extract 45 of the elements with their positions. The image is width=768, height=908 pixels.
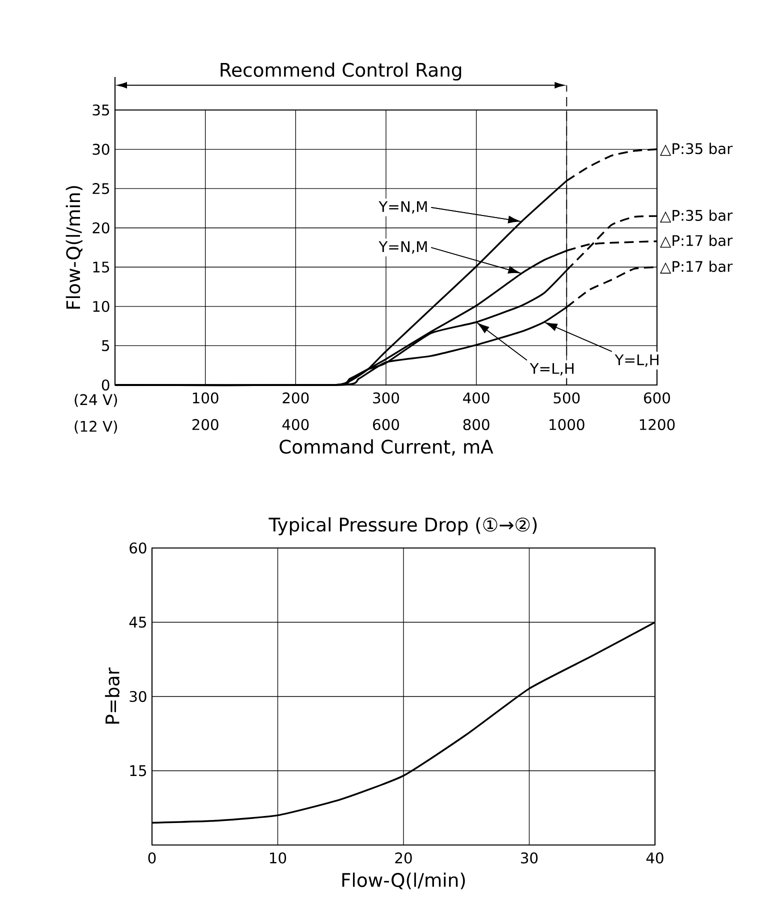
- annotation: Y=N,M: [378, 241, 427, 254]
- x-axis-title: Command Current, mA: [280, 439, 494, 456]
- x-tick-label: 0: [148, 852, 156, 864]
- y-tick-label: 0: [102, 379, 110, 391]
- series-label: △P:17 bar: [660, 234, 733, 248]
- x-tick-label: 10: [270, 852, 286, 864]
- y-tick-label: 5: [102, 340, 110, 352]
- series-label: △P:35 bar: [660, 142, 733, 156]
- x-tick-label: 30: [521, 852, 538, 864]
- x-tick-label: 200: [282, 392, 309, 404]
- series-label: △P:17 bar: [660, 260, 733, 274]
- x-tick-label: 500: [554, 392, 580, 404]
- text: (24 V): [74, 394, 117, 407]
- y-axis-title: Flow-Q(l/min): [66, 186, 82, 309]
- y-axis-title: P=bar: [105, 668, 120, 724]
- y-tick-label: 45: [129, 616, 146, 628]
- annotation: Y=L,H: [614, 354, 658, 367]
- y-tick-label: 10: [93, 300, 110, 312]
- x2-tick-label: 400: [282, 419, 309, 430]
- y-tick-label: 60: [130, 542, 146, 554]
- y-tick-label: 35: [92, 104, 110, 116]
- x2-tick-label: 200: [192, 419, 218, 430]
- y-tick-label: 20: [92, 222, 110, 234]
- text: Recommend Control Rang: [220, 62, 462, 81]
- annotation: Y=N,M: [378, 201, 427, 214]
- x-axis-title: Flow-Q(l/min): [342, 872, 465, 890]
- x-tick-label: 300: [373, 392, 399, 404]
- chart-title: Typical Pressure Drop (①→②): [268, 517, 537, 536]
- x-tick-label: 600: [644, 392, 670, 404]
- annotation: Y=L,H: [530, 363, 574, 376]
- y-tick-label: 30: [92, 144, 110, 155]
- y-tick-label: 15: [130, 765, 146, 776]
- x2-tick-label: 800: [463, 419, 490, 430]
- x-tick-label: 400: [463, 392, 490, 404]
- y-tick-label: 25: [92, 183, 110, 194]
- x2-tick-label: 1200: [640, 419, 675, 430]
- series-label: △P:35 bar: [660, 210, 733, 223]
- y-tick-label: 15: [93, 262, 110, 273]
- y-tick-label: 30: [130, 690, 146, 702]
- text: (12 V): [74, 420, 117, 434]
- x-tick-label: 20: [395, 852, 412, 864]
- x2-tick-label: 600: [373, 419, 399, 430]
- x-tick-label: 100: [192, 392, 218, 404]
- x-tick-label: 40: [646, 852, 664, 864]
- x2-tick-label: 1000: [550, 419, 584, 430]
